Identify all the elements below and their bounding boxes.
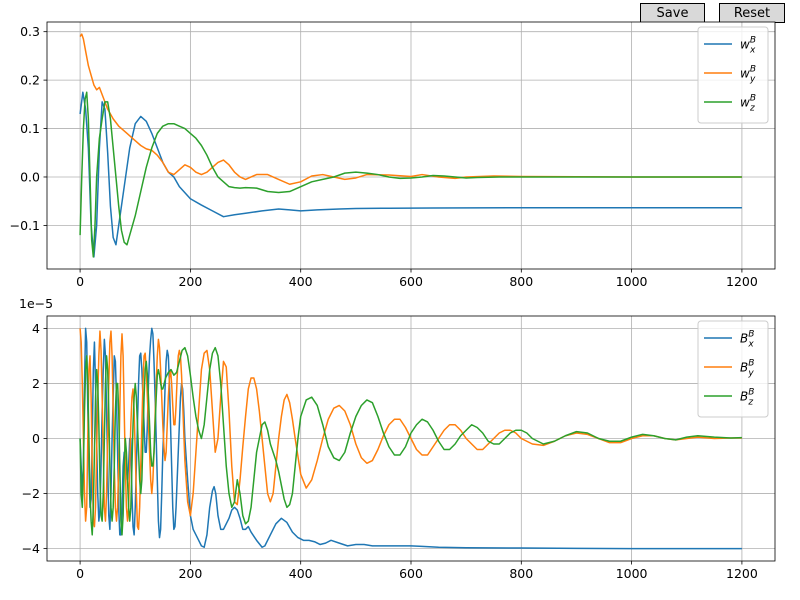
x-tick-label: 400: [289, 566, 313, 581]
legend-box: [697, 26, 769, 124]
x-tick-label: 200: [178, 274, 202, 289]
x-tick-label: 400: [289, 274, 313, 289]
x-tick-label: 200: [178, 566, 202, 581]
x-tick-label: 800: [509, 274, 533, 289]
y-tick-label: 0.3: [20, 24, 40, 39]
x-tick-label: 1200: [726, 566, 758, 581]
reset-button[interactable]: Reset: [719, 3, 785, 23]
series-line-z: [79, 91, 742, 258]
y-tick-label: 4: [32, 321, 40, 336]
chart-panel-top: 0 200 400 600 800 1000 1200 −0.1 0.0 0.1 0.2 0.3 wB x…: [10, 21, 776, 289]
x-tick-label: 600: [399, 566, 423, 581]
legend: wB x wB y wB z: [697, 26, 769, 124]
y-tick-label: 0.2: [20, 73, 40, 88]
y-offset-label: 1e−5: [19, 296, 53, 311]
x-tick-label: 800: [509, 566, 533, 581]
x-tick-label: 1000: [616, 274, 648, 289]
legend-label: wB x: [740, 36, 756, 56]
y-tick-label: 0: [32, 431, 40, 446]
axes-frame: [46, 315, 776, 562]
x-tick-label: 1200: [726, 274, 758, 289]
y-tick-label: −2: [22, 486, 40, 501]
legend-label: wB z: [740, 94, 756, 114]
x-tick-label: 600: [399, 274, 423, 289]
legend-label: BB x: [740, 330, 754, 350]
y-tick-label: 0.0: [20, 169, 40, 184]
series-line-z: [79, 346, 742, 536]
legend-label: wB y: [740, 65, 756, 85]
y-tick-label: −4: [22, 541, 40, 556]
x-tick-label: 1000: [616, 566, 648, 581]
series-group: [79, 33, 742, 258]
y-tick-label: 0.1: [20, 121, 40, 136]
series-line-y: [79, 328, 742, 531]
x-tick-label: 0: [76, 566, 84, 581]
legend-label: BB z: [740, 388, 754, 408]
y-tick-label: −0.1: [10, 218, 40, 233]
legend: BB x BB y BB z: [697, 320, 769, 418]
y-tick-label: 2: [32, 376, 40, 391]
series-group: [79, 327, 742, 550]
legend-box: [697, 320, 769, 418]
legend-label: BB y: [740, 359, 754, 379]
x-tick-label: 0: [76, 274, 84, 289]
axes-frame: [46, 21, 776, 270]
